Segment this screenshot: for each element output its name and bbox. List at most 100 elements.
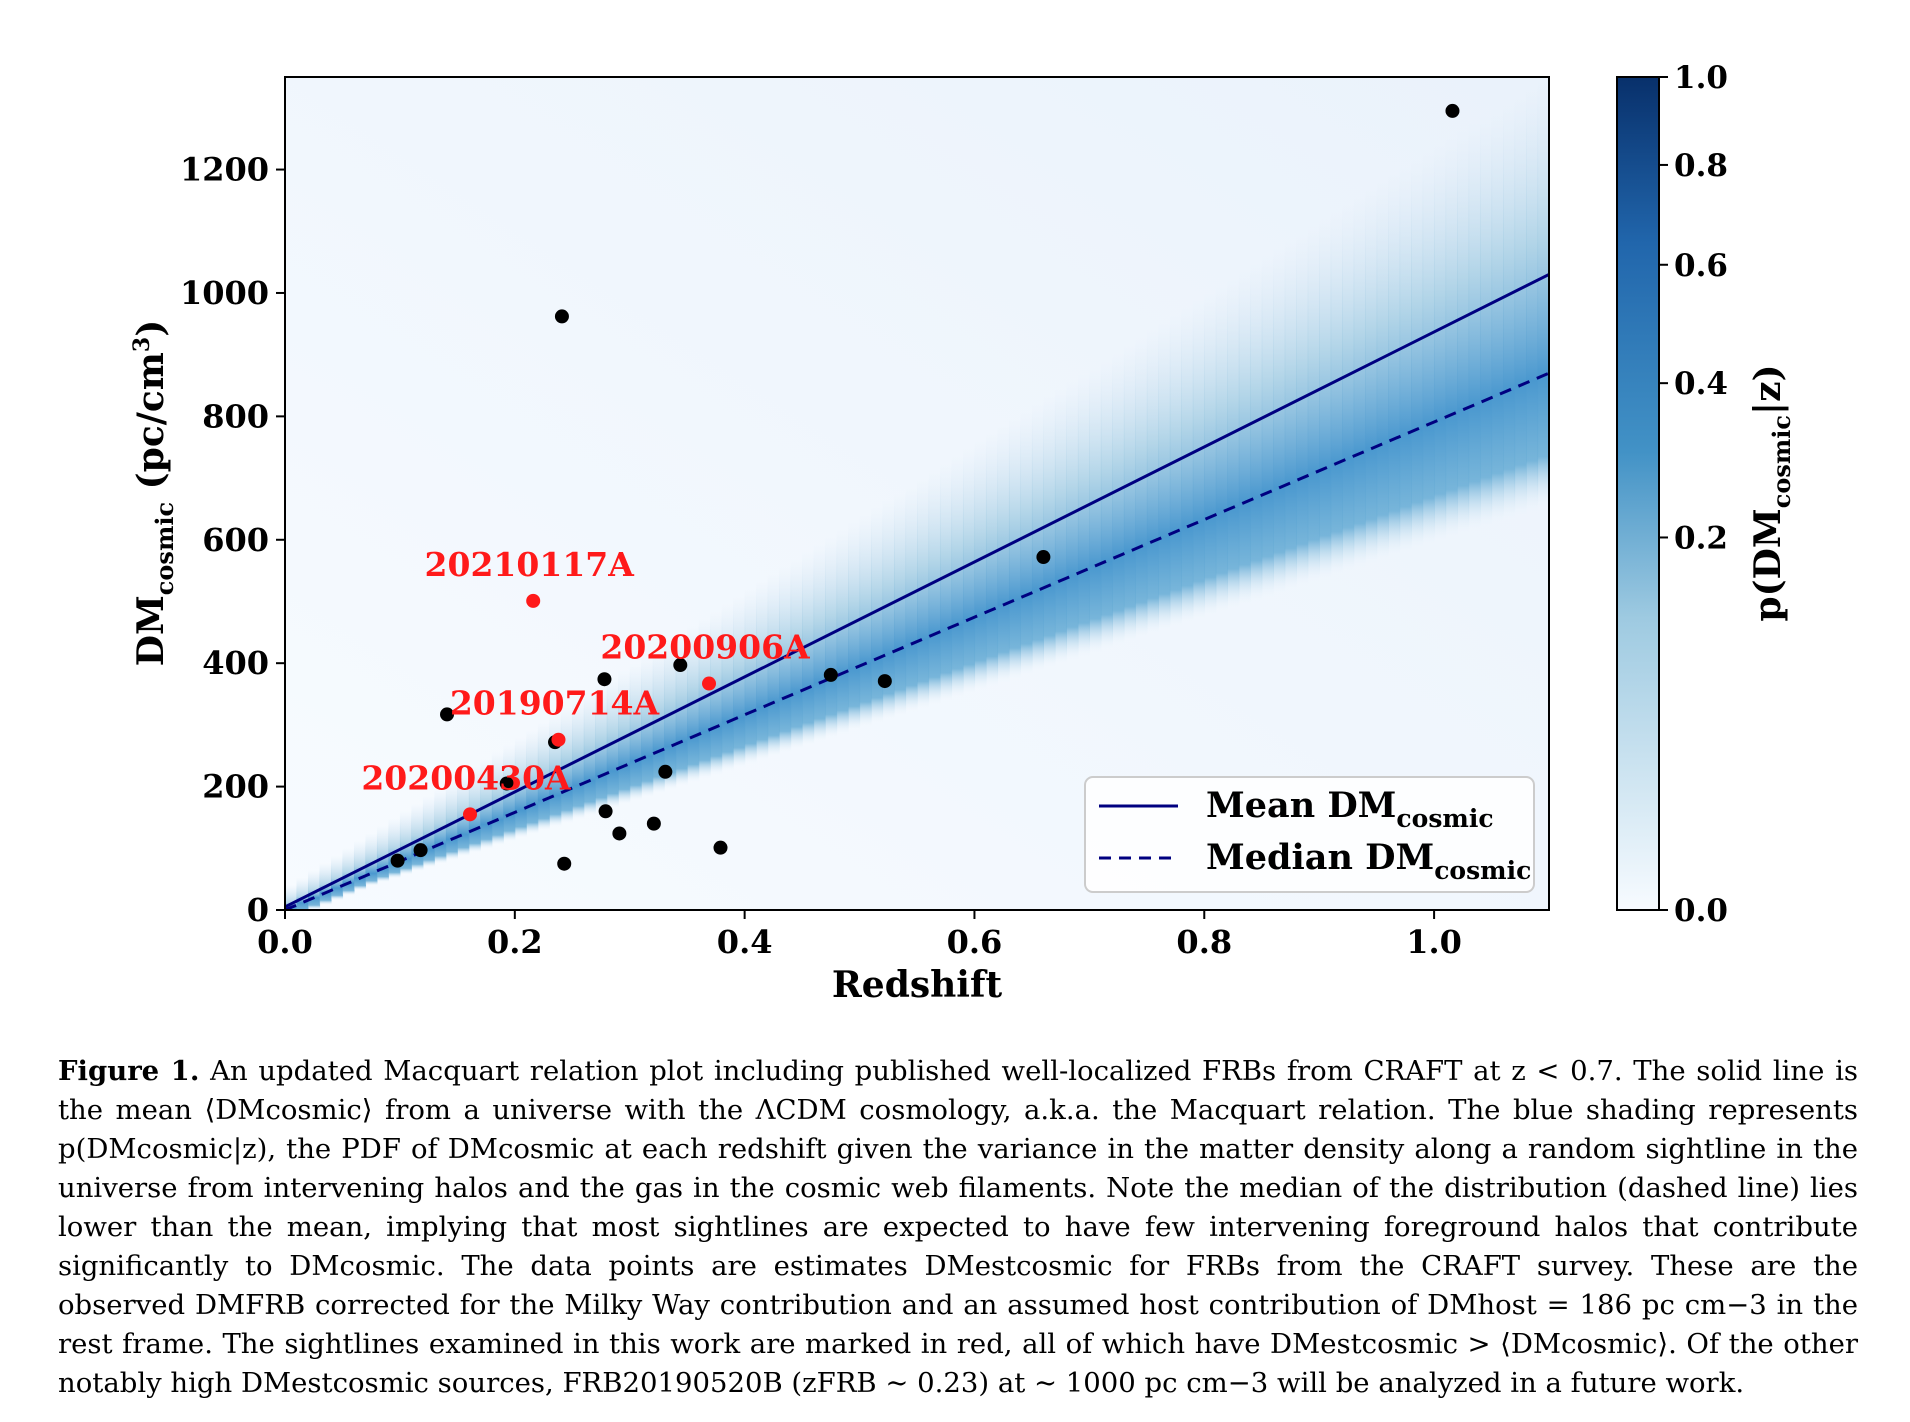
colorbar-tick-label: 0.4 <box>1674 366 1728 402</box>
pdf-column <box>1158 322 1171 633</box>
pdf-column <box>1169 315 1182 629</box>
figure-caption: Figure 1. An updated Macquart relation p… <box>58 1052 1858 1403</box>
frb-point <box>877 674 892 689</box>
pdf-column <box>376 825 390 883</box>
frb-label: 20200430A <box>361 758 571 797</box>
frb-point <box>646 816 661 831</box>
pdf-column <box>1181 307 1194 625</box>
pdf-column <box>1204 292 1217 618</box>
mean-line <box>285 273 1549 909</box>
frb-point-highlighted <box>551 732 566 747</box>
colorbar-label-sub: cosmic <box>1767 415 1796 508</box>
x-tick-label: 1.0 <box>1406 923 1462 961</box>
legend-mean-name: Mean DM <box>1206 785 1396 826</box>
pdf-column <box>1135 337 1148 640</box>
frb-point <box>673 658 688 673</box>
pdf-column <box>480 759 493 850</box>
pdf-column <box>1434 144 1447 544</box>
legend: Mean DMcosmic Median DMcosmic <box>1084 776 1535 893</box>
pdf-column <box>894 492 907 717</box>
pdf-column <box>1261 255 1274 600</box>
pdf-column <box>1227 278 1240 611</box>
colorbar-tick-label: 0.8 <box>1674 148 1728 184</box>
frb-point-highlighted <box>526 593 541 608</box>
relation-lines <box>285 273 1549 910</box>
pdf-column <box>1008 418 1022 680</box>
pdf-column <box>882 500 895 721</box>
frb-label: 20210117A <box>425 545 635 584</box>
y-axis-label-main: DM <box>130 595 172 666</box>
pdf-column <box>1066 381 1079 662</box>
frb-label: 20200906A <box>600 628 810 667</box>
x-axis-ticks: 0.0 0.2 0.4 0.6 0.8 1.0 <box>257 910 1462 961</box>
pdf-column <box>871 507 884 725</box>
pdf-column <box>985 433 999 688</box>
x-tick-label: 0.6 <box>947 923 1003 961</box>
pdf-column <box>1445 137 1458 541</box>
legend-mean-sub: cosmic <box>1396 804 1493 833</box>
y-tick-label: 1200 <box>180 151 269 189</box>
pdf-column <box>997 426 1010 684</box>
pdf-column <box>1468 122 1481 533</box>
legend-median-sub: cosmic <box>1434 856 1531 885</box>
pdf-column <box>1537 78 1549 511</box>
pdf-column <box>721 603 734 772</box>
y-axis-label: DMcosmic (pc/cm3) <box>129 320 179 667</box>
pdf-column <box>698 618 711 780</box>
frb-point <box>1445 103 1460 118</box>
pdf-column <box>917 477 930 710</box>
x-tick-label: 0.4 <box>717 923 773 961</box>
pdf-column <box>802 551 815 747</box>
pdf-column <box>445 781 458 861</box>
frb-label: 20190714A <box>450 684 660 723</box>
colorbar-label-tail: |z) <box>1747 364 1789 415</box>
colorbar-gradient <box>1616 76 1660 911</box>
y-tick-label: 1000 <box>180 274 269 312</box>
frb-point <box>413 843 428 858</box>
pdf-column <box>1411 159 1424 552</box>
pdf-column <box>962 448 976 695</box>
pdf-column <box>825 537 838 739</box>
pdf-column <box>1503 100 1516 522</box>
y-tick-label: 200 <box>202 768 269 806</box>
pdf-column <box>1491 107 1504 526</box>
x-axis-label: Redshift <box>832 964 1003 1006</box>
y-tick-label: 800 <box>202 397 269 435</box>
pdf-column <box>836 529 849 736</box>
pdf-column <box>1399 167 1412 555</box>
pdf-column <box>859 514 872 728</box>
pdf-column <box>1054 389 1067 666</box>
pdf-column <box>1388 174 1401 559</box>
frb-labels: 20200430A 20210117A 20190714A 20200906A <box>361 545 810 797</box>
pdf-column <box>951 455 964 699</box>
pdf-column <box>1077 374 1090 658</box>
pdf-column <box>939 463 953 702</box>
colorbar-ticks: 1.0 0.8 0.6 0.4 0.2 0.0 <box>1659 60 1728 929</box>
plot-frame <box>284 76 1550 911</box>
y-axis-ticks: 0 200 400 600 800 1000 1200 <box>180 151 285 929</box>
pdf-column <box>1123 344 1136 644</box>
frb-point <box>612 826 627 841</box>
pdf-column <box>1146 329 1159 636</box>
pdf-column <box>296 877 309 910</box>
pdf-column <box>1192 300 1205 622</box>
pdf-column <box>928 470 941 706</box>
x-tick-label: 0.0 <box>257 923 313 961</box>
frb-point <box>499 776 514 791</box>
pdf-column <box>330 855 344 901</box>
frb-point <box>598 804 613 819</box>
pdf-column <box>1353 196 1366 570</box>
pdf-column <box>1250 263 1263 603</box>
colorbar-tick-label: 0.6 <box>1674 248 1728 284</box>
frb-point <box>823 667 838 682</box>
colorbar-tick-label: 1.0 <box>1674 60 1728 96</box>
pdf-column <box>365 833 378 886</box>
pdf-column <box>1422 152 1435 548</box>
colorbar-tick-label: 0.0 <box>1674 893 1728 929</box>
macquart-figure: 20200430A 20210117A 20190714A 20200906A 0.0… <box>129 60 1796 1006</box>
y-tick-label: 0 <box>247 891 269 929</box>
pdf-column <box>1514 93 1527 519</box>
frb-point <box>390 853 405 868</box>
frb-point <box>1036 550 1051 565</box>
pdf-column <box>1043 396 1056 669</box>
